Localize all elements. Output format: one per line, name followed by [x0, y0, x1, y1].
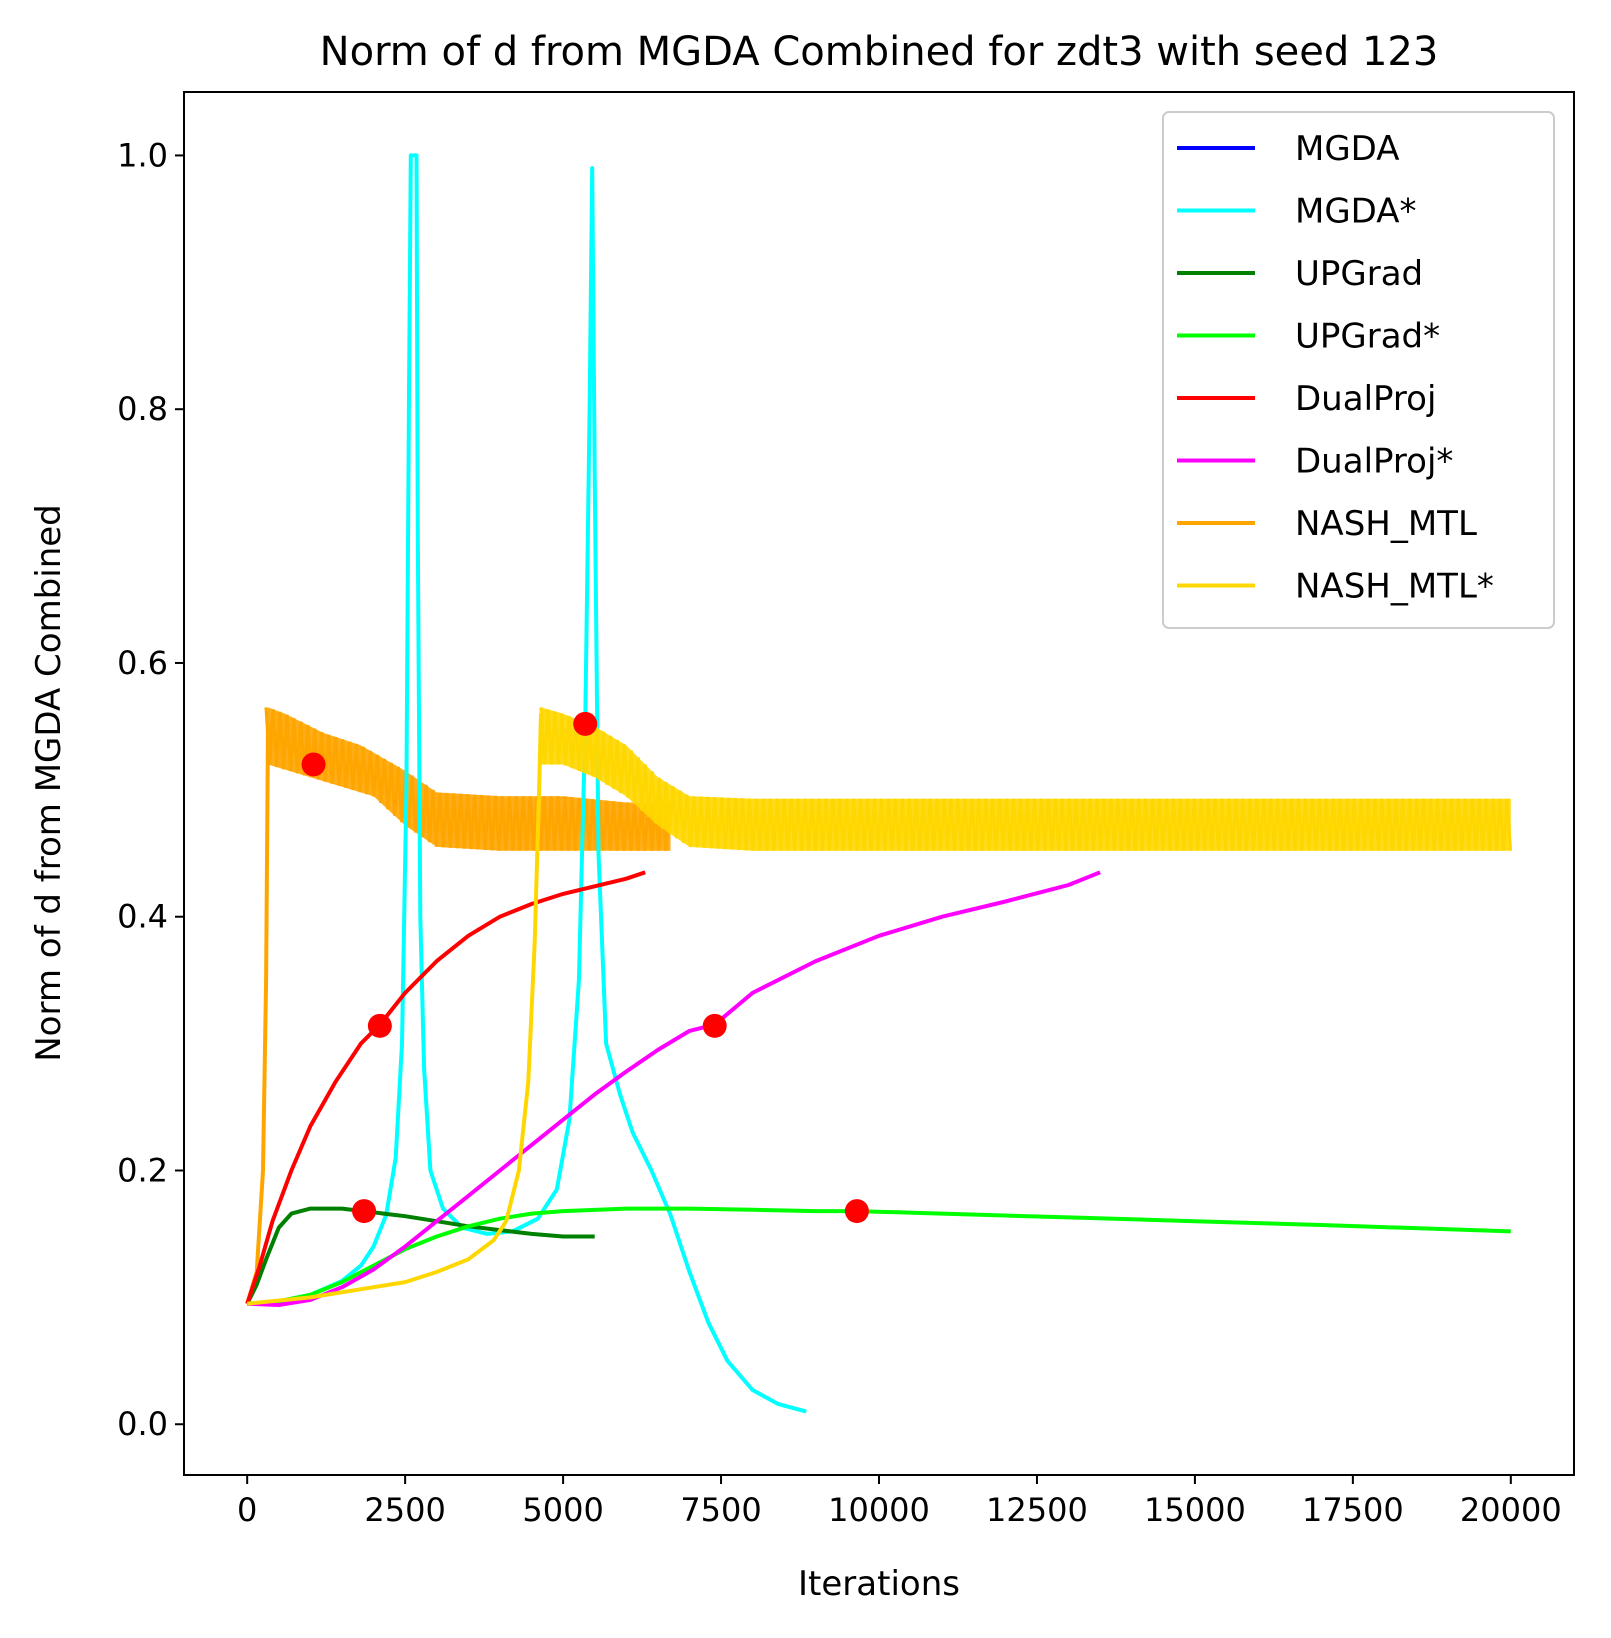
legend: MGDA MGDA* UPGrad UPGrad* DualProj DualProj* N… — [1162, 111, 1555, 629]
marker-nash-mtl — [301, 752, 326, 777]
legend-label: NASH_MTL* — [1295, 567, 1494, 607]
y-tick-label: 0.2 — [117, 1151, 168, 1189]
x-tick-label: 5000 — [522, 1491, 603, 1529]
series-line — [245, 870, 646, 1305]
y-axis-ticks: 0.0 0.2 0.4 0.6 0.8 1.0 — [117, 136, 184, 1443]
legend-item-mgda-star: MGDA* — [1177, 192, 1417, 232]
x-tick-label: 7500 — [680, 1491, 761, 1529]
legend-label: UPGrad* — [1295, 317, 1440, 357]
x-tick-label: 0 — [237, 1491, 257, 1529]
y-tick-label: 1.0 — [117, 136, 168, 174]
x-tick-label: 17500 — [1302, 1491, 1404, 1529]
series-band-fill — [541, 707, 1511, 851]
legend-label: NASH_MTL — [1295, 504, 1477, 544]
legend-label: DualProj — [1295, 379, 1436, 419]
x-axis-label: Iterations — [798, 1564, 960, 1604]
series-line — [247, 870, 1101, 1307]
y-axis-label: Norm of d from MGDA Combined — [29, 504, 69, 1062]
plot-area — [245, 153, 1513, 1414]
series-upgrad-star — [247, 1206, 1511, 1306]
legend-box — [1162, 111, 1555, 629]
x-tick-label: 15000 — [1144, 1491, 1246, 1529]
series-nash-mtl-star — [247, 707, 1513, 1306]
y-tick-label: 0.8 — [117, 390, 168, 428]
marker-dualproj-star — [702, 1013, 727, 1038]
marker-upgrad — [352, 1199, 377, 1224]
x-tick-label: 10000 — [828, 1491, 930, 1529]
chart-title: Norm of d from MGDA Combined for zdt3 wi… — [320, 29, 1439, 75]
legend-item-dualproj-star: DualProj* — [1177, 442, 1453, 482]
highlight-markers — [301, 711, 869, 1224]
marker-dualproj — [367, 1013, 392, 1038]
legend-item-dualproj: DualProj — [1177, 379, 1436, 419]
legend-item-upgrad: UPGrad — [1177, 254, 1423, 294]
x-tick-label: 20000 — [1460, 1491, 1562, 1529]
series-line — [245, 1206, 595, 1305]
series-dualproj — [245, 870, 646, 1305]
y-tick-label: 0.4 — [117, 898, 168, 936]
legend-label: MGDA* — [1295, 192, 1417, 232]
marker-upgrad-star — [844, 1199, 869, 1224]
legend-label: MGDA — [1295, 129, 1400, 169]
series-line — [247, 713, 543, 1306]
series-upgrad — [245, 1206, 595, 1305]
series-band-fill — [268, 707, 671, 851]
x-axis-ticks: 0 2500 5000 7500 10000 12500 15000 17500 20000 — [237, 1475, 1562, 1529]
legend-label: UPGrad — [1295, 254, 1423, 294]
x-tick-label: 12500 — [986, 1491, 1088, 1529]
legend-item-nash-mtl-star: NASH_MTL* — [1177, 567, 1494, 607]
series-line — [245, 724, 312, 1305]
series-dualproj-star — [247, 870, 1101, 1307]
series-nash-mtl — [245, 707, 671, 1305]
legend-item-upgrad-star: UPGrad* — [1177, 317, 1440, 357]
y-tick-label: 0.0 — [117, 1405, 168, 1443]
legend-item-mgda: MGDA — [1177, 129, 1400, 169]
legend-label: DualProj* — [1295, 442, 1453, 482]
y-tick-label: 0.6 — [117, 644, 168, 682]
marker-nash-mtl-star — [573, 711, 598, 736]
legend-item-nash-mtl: NASH_MTL — [1177, 504, 1477, 544]
x-tick-label: 2500 — [364, 1491, 445, 1529]
series-line — [247, 1206, 1511, 1306]
